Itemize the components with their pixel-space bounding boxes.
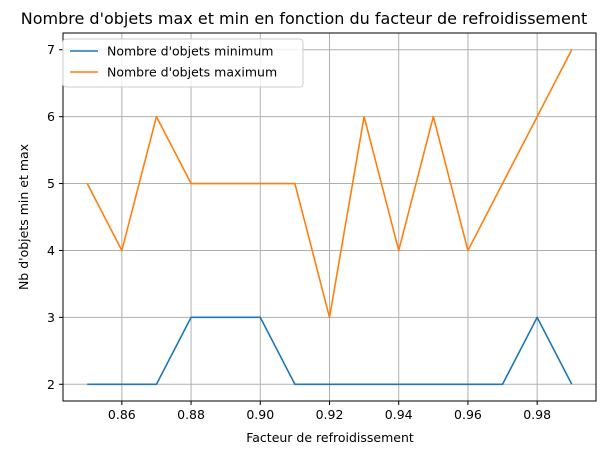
- grid-lines: [63, 33, 596, 401]
- series-0-point: [570, 383, 573, 386]
- series-0-point: [432, 383, 435, 386]
- series-0-point: [363, 383, 366, 386]
- series-1-point: [86, 182, 89, 185]
- legend-label-0: Nombre d'objets minimum: [107, 44, 273, 59]
- series-1-point: [224, 182, 227, 185]
- series-lines: [86, 48, 573, 386]
- x-tick-label: 0.98: [523, 407, 551, 422]
- series-0-point: [397, 383, 400, 386]
- y-tick-label: 7: [47, 42, 55, 57]
- chart-title: Nombre d'objets max et min en fonction d…: [21, 9, 587, 28]
- y-axis-label: Nb d'objets min et max: [16, 144, 31, 290]
- series-0-point: [293, 383, 296, 386]
- x-tick-label: 0.92: [316, 407, 344, 422]
- y-tick-label: 2: [47, 377, 55, 392]
- series-0-point: [224, 316, 227, 319]
- series-1-point: [432, 115, 435, 118]
- series-1-point: [259, 182, 262, 185]
- series-1-point: [363, 115, 366, 118]
- series-1-point: [293, 182, 296, 185]
- x-ticks: 0.86 0.88 0.90 0.92 0.94 0.96 0.98: [108, 401, 551, 422]
- legend-label-1: Nombre d'objets maximum: [107, 65, 277, 80]
- series-1-point: [155, 115, 158, 118]
- x-tick-label: 0.86: [108, 407, 136, 422]
- series-0-point: [86, 383, 89, 386]
- y-tick-label: 4: [47, 243, 55, 258]
- x-tick-label: 0.90: [246, 407, 274, 422]
- series-1-point: [120, 249, 123, 252]
- series-1-point: [501, 182, 504, 185]
- y-tick-label: 3: [47, 310, 55, 325]
- series-1-point: [190, 182, 193, 185]
- legend: Nombre d'objets minimum Nombre d'objets m…: [62, 38, 304, 88]
- x-tick-label: 0.94: [385, 407, 413, 422]
- series-1-point: [397, 249, 400, 252]
- series-line-0: [87, 316, 573, 386]
- series-0-point: [536, 316, 539, 319]
- series-1-point: [466, 249, 469, 252]
- x-axis-label: Facteur de refroidissement: [246, 430, 414, 445]
- y-tick-label: 6: [47, 109, 55, 124]
- series-line-1: [86, 49, 573, 319]
- series-0-point: [466, 383, 469, 386]
- series-0-point: [328, 383, 331, 386]
- y-tick-label: 5: [47, 176, 55, 191]
- series-1-point: [570, 48, 573, 51]
- series-0-point: [190, 316, 193, 319]
- series-1-point: [536, 115, 539, 118]
- y-ticks: 2 3 4 5 6 7: [47, 42, 63, 392]
- series-0-point: [259, 316, 262, 319]
- x-tick-label: 0.88: [177, 407, 205, 422]
- series-0-point: [501, 383, 504, 386]
- x-tick-label: 0.96: [454, 407, 482, 422]
- series-0-point: [155, 383, 158, 386]
- legend-box: [62, 38, 304, 88]
- series-1-point: [328, 316, 331, 319]
- series-0-point: [120, 383, 123, 386]
